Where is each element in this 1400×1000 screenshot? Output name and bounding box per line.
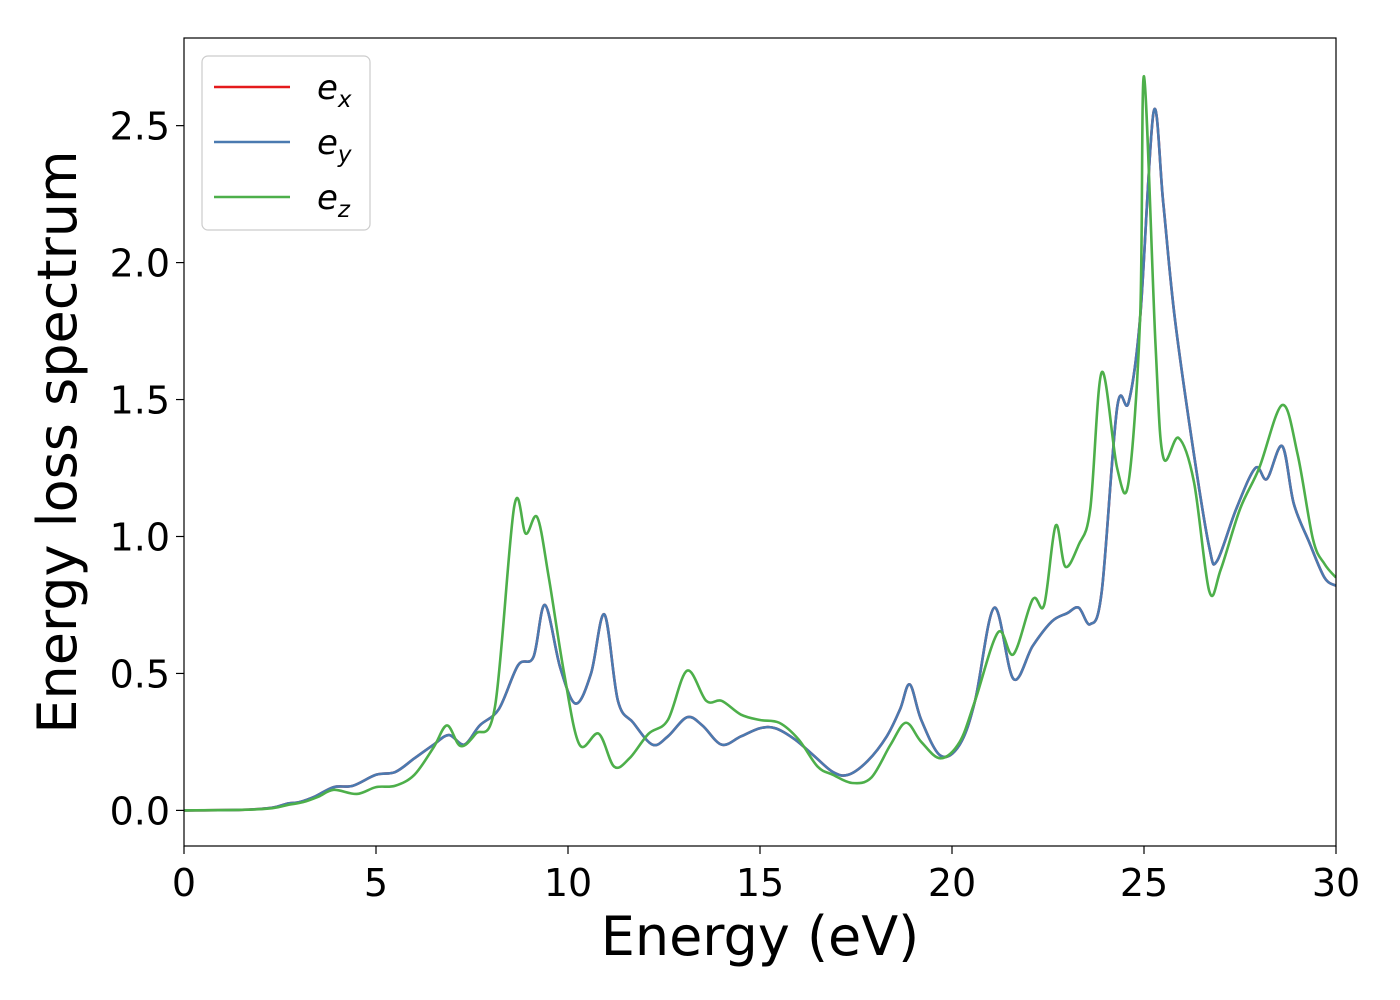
y-tick-label: 1.5 [110, 379, 170, 423]
x-tick-label: 10 [544, 861, 592, 905]
y-axis: 0.0 0.5 1.0 1.5 2.0 2.5 [110, 105, 184, 833]
y-tick-label: 2.5 [110, 105, 170, 149]
x-tick-label: 15 [736, 861, 784, 905]
y-tick-label: 0.5 [110, 652, 170, 696]
legend-label: ez [317, 178, 351, 223]
y-tick-label: 2.0 [110, 242, 170, 286]
legend-label: ey [317, 123, 352, 168]
x-tick-label: 0 [172, 861, 196, 905]
legend-label: ex [317, 68, 352, 113]
y-tick-label: 1.0 [110, 515, 170, 559]
x-tick-label: 5 [364, 861, 388, 905]
plot-lines [184, 75, 1336, 812]
legend: ex ey ez [201, 55, 371, 231]
series-line-e-y [184, 107, 1336, 812]
x-tick-label: 30 [1312, 861, 1360, 905]
x-axis: 0 5 10 15 20 25 30 [172, 846, 1360, 905]
x-tick-label: 25 [1120, 861, 1168, 905]
y-tick-label: 0.0 [110, 789, 170, 833]
x-axis-label: Energy (eV) [601, 905, 920, 968]
series-line-e-z [184, 75, 1336, 812]
y-axis-label: Energy loss spectrum [26, 150, 89, 733]
x-tick-label: 20 [928, 861, 976, 905]
